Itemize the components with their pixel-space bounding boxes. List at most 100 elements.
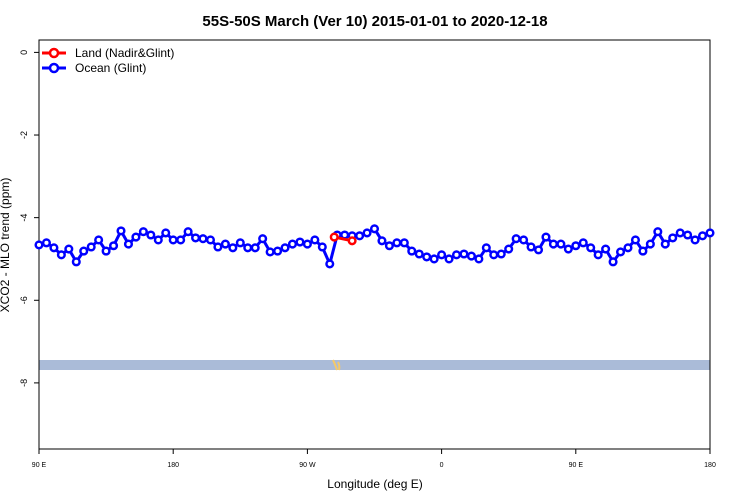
- point: [161, 228, 171, 238]
- point: [578, 238, 588, 248]
- plot-frame: [38, 39, 711, 450]
- point: [302, 239, 312, 249]
- point: [384, 241, 394, 251]
- point: [71, 257, 81, 267]
- point: [563, 244, 573, 254]
- point: [295, 237, 305, 247]
- point: [466, 251, 476, 261]
- x-tick-label: 90 E: [569, 462, 584, 469]
- point: [601, 244, 611, 254]
- point: [675, 228, 685, 238]
- point: [198, 234, 208, 244]
- point: [287, 239, 298, 249]
- x-axis-label: Longitude (deg E): [327, 477, 422, 491]
- point: [213, 242, 223, 252]
- point: [511, 234, 521, 244]
- point: [586, 243, 596, 253]
- point: [49, 243, 59, 253]
- legend-label: Ocean (Glint): [75, 61, 146, 75]
- point: [131, 232, 141, 242]
- y-tick-label: -4: [19, 214, 29, 222]
- mask-patch: [332, 359, 341, 371]
- x-tick-label: 90 W: [299, 462, 316, 469]
- chart-title: 55S-50S March (Ver 10) 2015-01-01 to 202…: [202, 13, 547, 30]
- point: [653, 227, 663, 237]
- point: [101, 246, 111, 256]
- y-tick-label: -2: [19, 131, 29, 139]
- point: [377, 236, 387, 246]
- point: [392, 238, 402, 248]
- point: [123, 239, 134, 249]
- point: [474, 254, 484, 264]
- point: [481, 243, 491, 253]
- point: [228, 243, 238, 253]
- point: [191, 233, 201, 243]
- point: [444, 254, 454, 264]
- point: [407, 246, 417, 256]
- point: [94, 235, 104, 245]
- point: [593, 250, 603, 260]
- point: [526, 242, 536, 252]
- point: [504, 244, 514, 254]
- point: [451, 250, 462, 260]
- point: [109, 241, 119, 251]
- point: [414, 249, 424, 259]
- point: [86, 242, 96, 252]
- x-tick-label: 0: [440, 462, 444, 469]
- x-tick-label: 180: [704, 462, 716, 469]
- point: [310, 235, 320, 245]
- point: [437, 250, 447, 260]
- legend-marker: [48, 62, 60, 74]
- point: [325, 259, 335, 269]
- y-tick-label: -8: [19, 379, 29, 387]
- point: [168, 235, 178, 245]
- point: [362, 228, 372, 238]
- point: [235, 238, 245, 248]
- point: [369, 224, 380, 234]
- point: [183, 227, 193, 237]
- x-tick-label: 180: [167, 462, 179, 469]
- y-axis-label: XCO2 - MLO trend (ppm): [0, 178, 12, 313]
- point: [250, 243, 260, 253]
- point: [347, 236, 357, 246]
- point: [176, 235, 186, 245]
- point: [243, 243, 253, 253]
- point: [533, 245, 544, 255]
- point: [138, 227, 148, 237]
- point: [399, 238, 409, 248]
- point: [355, 231, 365, 241]
- point: [41, 238, 52, 248]
- y-tick-label: -6: [19, 296, 29, 304]
- point: [317, 242, 327, 252]
- point: [459, 249, 469, 259]
- x-tick-label: 90 E: [32, 462, 47, 469]
- point: [660, 239, 670, 249]
- point: [541, 232, 551, 242]
- point: [683, 230, 693, 240]
- point: [280, 243, 290, 253]
- point: [329, 232, 339, 242]
- legend-label: Land (Nadir&Glint): [75, 46, 174, 60]
- point: [608, 257, 618, 267]
- point: [116, 226, 126, 236]
- point: [146, 230, 156, 240]
- point: [548, 239, 558, 249]
- point: [273, 246, 283, 256]
- point: [153, 235, 163, 245]
- y-tick-label: 0: [19, 50, 29, 55]
- point: [265, 247, 275, 257]
- point: [258, 234, 268, 244]
- point: [429, 254, 439, 264]
- point: [615, 247, 626, 257]
- mask-band: [39, 360, 710, 370]
- point: [630, 235, 640, 245]
- point: [556, 239, 566, 249]
- point: [489, 250, 499, 260]
- point: [623, 243, 633, 253]
- point: [697, 231, 708, 241]
- point: [64, 244, 74, 254]
- point: [638, 246, 648, 256]
- point: [56, 250, 66, 260]
- legend-marker: [48, 47, 60, 59]
